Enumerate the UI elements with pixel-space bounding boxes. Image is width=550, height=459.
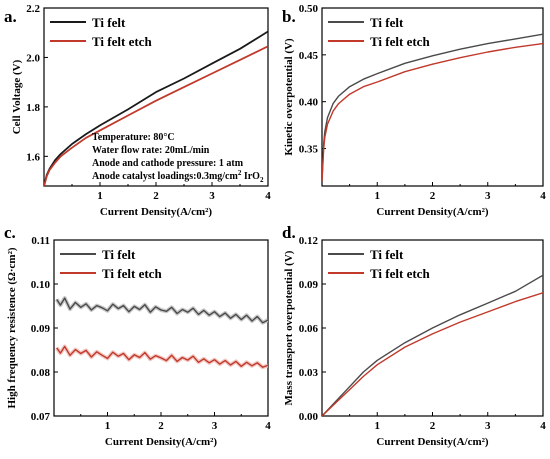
chart-panel-1: a. 1 2 3 4 1.6 1.8 2.0 2.2 Current Density(A/cm²)… [4,3,271,218]
y-axis-title: Cell Voltage (V) [11,59,23,134]
series-line-2 [322,42,543,182]
series-line-1 [56,297,268,324]
y-tick-label: 0.09 [31,323,51,335]
annotation-part: 2 [238,169,242,177]
y-axis-title: Kinetic overpotential (V) [283,38,295,156]
x-tick-label: 3 [212,420,218,432]
x-axis-title: Current Density(A/cm²) [376,206,488,218]
annotation-part: Anode catalyst loadings:0.3mg/cm [92,171,239,182]
panel-letter: c. [4,223,16,242]
annotation-line: Anode catalyst loadings:0.3mg/cm2 IrO2 [92,169,264,184]
annotation-line: Temperature: 80°C [92,132,175,143]
annotation-part: 2 [260,176,264,184]
series-group [55,296,268,370]
legend-label: Ti felt etch [370,34,430,49]
y-tick-label: 2.2 [26,3,40,15]
x-axis-title: Current Density(A/cm²) [105,436,217,448]
y-axis-title: Mass transport overpotential (V) [283,250,295,405]
annotation-part: IrO [241,171,260,182]
y-tick-label: 1.8 [26,102,40,114]
x-tick-label: 2 [430,190,436,202]
y-tick-label: 0.06 [299,323,319,335]
y-tick-label: 0.12 [299,235,319,247]
x-tick-label: 1 [375,190,381,202]
y-tick-label: 0.35 [299,144,319,156]
x-tick-label: 1 [375,420,381,432]
series-line-1 [322,33,543,182]
panel-letter: b. [282,7,296,26]
chart-panel-4: d. 1 2 3 4 0.00 0.03 0.06 0.09 0.12 Current Densit… [282,223,546,448]
legend-label: Ti felt [370,15,404,30]
y-tick-label: 0.50 [299,3,319,15]
y-axis-title: High frequency resistence (Ω·cm²) [6,247,18,408]
x-tick-label: 3 [209,190,215,202]
y-tick-label: 0.07 [31,411,51,423]
annotation-line: Water flow rate: 20mL/min [92,145,210,156]
series-line-1 [322,274,543,416]
legend-label: Ti felt [370,247,404,262]
y-tick-label: 0.40 [299,97,319,109]
x-tick-label: 3 [485,190,491,202]
y-tick-label: 0.11 [31,235,50,247]
x-axis-title: Current Density(A/cm²) [100,206,212,218]
x-tick-label: 2 [158,420,164,432]
legend-label: Ti felt etch [92,34,152,49]
series-line-2 [322,292,543,416]
y-tick-label: 0.10 [31,279,51,291]
x-tick-label: 1 [105,420,111,432]
series-line-2 [56,345,268,368]
series-group [44,30,268,186]
x-tick-label: 1 [97,190,103,202]
legend-label: Ti felt [102,247,136,262]
x-tick-label: 4 [265,190,271,202]
legend-label: Ti felt etch [370,266,430,281]
annotation-line: Anode and cathode pressure: 1 atm [92,158,244,169]
y-tick-label: 0.00 [299,411,319,423]
y-tick-label: 0.09 [299,279,319,291]
x-tick-label: 2 [153,190,159,202]
x-tick-label: 4 [540,420,546,432]
x-tick-label: 2 [430,420,436,432]
y-tick-label: 2.0 [26,52,40,64]
panel-letter: a. [4,7,17,26]
legend-label: Ti felt [92,15,126,30]
y-tick-label: 0.45 [299,50,319,62]
chart-panel-2: b. 1 2 3 4 0.35 0.40 0.45 0.50 Current Density(A/… [282,3,546,218]
x-axis-title: Current Density(A/cm²) [376,436,488,448]
series-group [322,274,543,416]
panel-letter: d. [282,223,296,242]
legend-label: Ti felt etch [102,266,162,281]
series-line-2 [44,45,268,186]
x-tick-label: 4 [265,420,271,432]
x-tick-label: 3 [485,420,491,432]
chart-panel-3: c. 1 2 3 4 0.07 0.08 0.09 0.10 0.11 Current Densit… [4,223,271,448]
y-tick-label: 1.6 [26,151,40,163]
x-tick-label: 4 [540,190,546,202]
y-tick-label: 0.08 [31,367,51,379]
series-group [322,33,543,182]
series-band [55,344,268,370]
plot-frame [321,7,544,187]
y-tick-label: 0.03 [299,367,319,379]
